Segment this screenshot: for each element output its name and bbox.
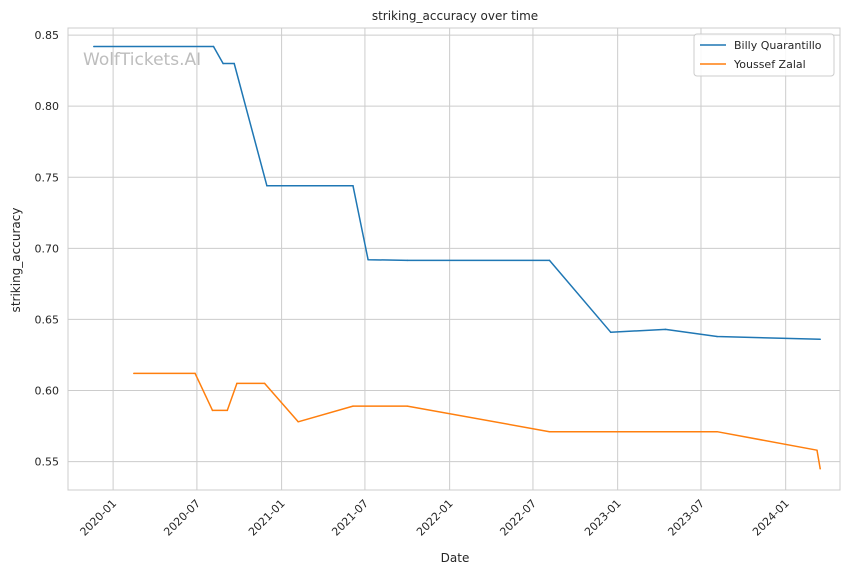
- chart-title: striking_accuracy over time: [372, 9, 538, 23]
- x-tick-label: 2021-07: [329, 497, 371, 539]
- plot-frame: [67, 27, 841, 491]
- legend: Billy Quarantillo Youssef Zalal: [693, 33, 835, 77]
- data-point: [263, 382, 266, 385]
- data-point: [233, 62, 235, 65]
- y-tick-label: 0.85: [35, 29, 60, 42]
- grid: [68, 28, 840, 490]
- x-tick-label: 2020-01: [78, 497, 120, 539]
- x-tick-label: 2020-07: [161, 497, 203, 539]
- legend-label: Youssef Zalal: [733, 58, 806, 71]
- data-point: [226, 409, 229, 412]
- x-tick-labels: 2020-01 2020-07 2021-01 2021-07 2022-01 2022-…: [78, 497, 792, 539]
- plot-background: [68, 28, 840, 490]
- y-tick-label: 0.70: [35, 242, 60, 255]
- data-point: [352, 185, 354, 187]
- data-point: [367, 258, 369, 261]
- data-point: [819, 467, 821, 470]
- data-point: [406, 405, 409, 407]
- data-point: [816, 449, 818, 451]
- x-tick-label: 2022-01: [414, 497, 456, 539]
- y-tick-label: 0.80: [35, 100, 60, 113]
- data-point: [211, 409, 214, 412]
- y-tick-label: 0.75: [35, 171, 60, 184]
- data-point: [93, 45, 95, 48]
- data-point: [406, 259, 409, 262]
- data-point: [297, 421, 299, 423]
- data-point: [548, 430, 551, 433]
- data-point: [222, 62, 224, 65]
- y-tick-labels: 0.55 0.60 0.65 0.70 0.75 0.80 0.85: [35, 29, 60, 468]
- data-point: [819, 338, 821, 341]
- x-tick-label: 2023-07: [665, 497, 707, 539]
- x-tick-label: 2021-01: [246, 497, 288, 539]
- y-tick-label: 0.55: [35, 456, 60, 469]
- watermark: WolfTickets.AI: [83, 50, 201, 70]
- y-axis-label: striking_accuracy: [9, 208, 23, 313]
- data-point: [266, 185, 268, 187]
- x-tick-label: 2023-01: [582, 497, 624, 539]
- data-point: [548, 259, 551, 262]
- data-point: [212, 45, 215, 48]
- x-axis-label: Date: [441, 551, 470, 565]
- data-point: [609, 331, 612, 333]
- series-layer: [93, 45, 821, 470]
- data-point: [716, 335, 718, 338]
- data-point: [664, 328, 667, 331]
- data-point: [194, 372, 196, 375]
- data-point: [352, 405, 354, 407]
- x-tick-label: 2024-01: [750, 497, 792, 539]
- y-tick-label: 0.60: [35, 384, 60, 397]
- legend-box: [693, 33, 835, 77]
- data-point: [716, 430, 718, 433]
- data-point: [133, 372, 135, 375]
- y-tick-label: 0.65: [35, 313, 60, 326]
- legend-label: Billy Quarantillo: [734, 39, 822, 52]
- x-tick-label: 2022-07: [497, 497, 539, 539]
- data-point: [236, 382, 238, 385]
